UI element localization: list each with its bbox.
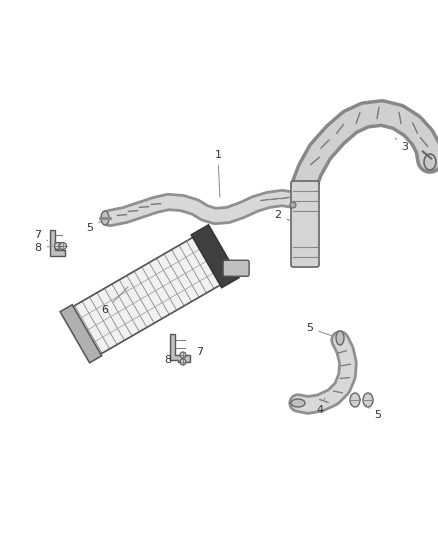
Text: 1: 1 [215, 150, 222, 197]
Ellipse shape [350, 393, 360, 407]
Polygon shape [60, 305, 102, 363]
Ellipse shape [291, 399, 305, 407]
Text: 8: 8 [164, 355, 178, 365]
Text: 2: 2 [275, 210, 290, 221]
Polygon shape [170, 334, 190, 362]
Text: 5: 5 [365, 405, 381, 420]
FancyBboxPatch shape [223, 260, 249, 276]
Text: 5: 5 [307, 323, 332, 336]
Text: 5: 5 [86, 221, 101, 233]
Text: 7: 7 [191, 347, 204, 357]
Polygon shape [191, 225, 239, 288]
Ellipse shape [101, 211, 109, 225]
Text: 3: 3 [395, 138, 409, 152]
Circle shape [180, 352, 186, 358]
Text: 8: 8 [35, 243, 52, 253]
Circle shape [54, 243, 61, 249]
Ellipse shape [336, 331, 344, 345]
Text: 4: 4 [316, 398, 325, 415]
Polygon shape [50, 230, 65, 256]
Text: 6: 6 [102, 287, 128, 315]
Circle shape [290, 202, 296, 208]
Circle shape [60, 243, 67, 249]
Polygon shape [67, 232, 229, 358]
Ellipse shape [424, 154, 436, 170]
Ellipse shape [363, 393, 373, 407]
Text: 7: 7 [35, 230, 48, 240]
Circle shape [180, 359, 186, 365]
FancyBboxPatch shape [291, 181, 319, 267]
